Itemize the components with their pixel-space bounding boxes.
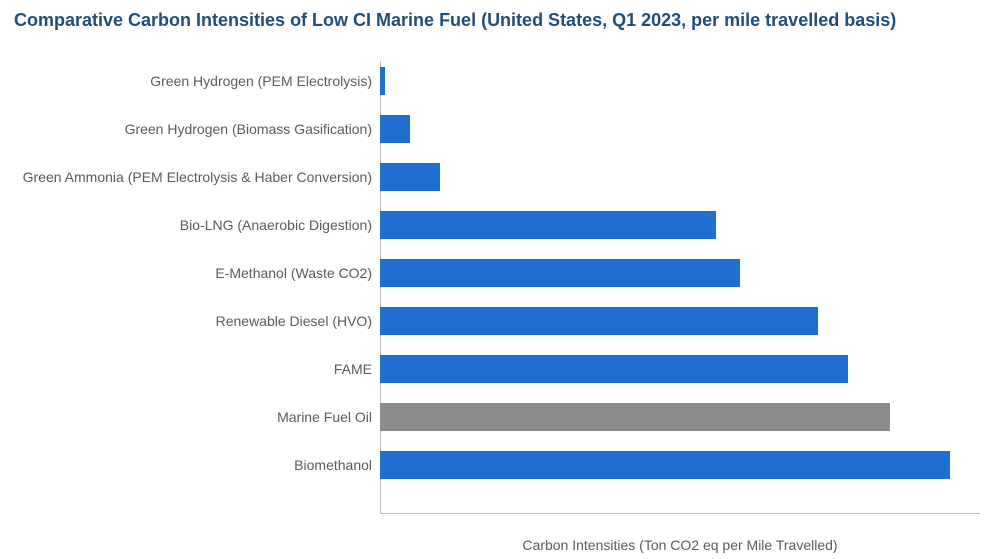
bar	[380, 163, 440, 191]
bar-label: FAME	[20, 361, 380, 377]
bar-track	[380, 403, 980, 431]
bar	[380, 403, 890, 431]
bar-track	[380, 211, 980, 239]
bar-row: FAME	[20, 355, 980, 383]
bar-track	[380, 115, 980, 143]
bar-track	[380, 307, 980, 335]
bar	[380, 211, 716, 239]
bar	[380, 67, 385, 95]
chart-plot-area: Green Hydrogen (PEM Electrolysis) Green H…	[20, 61, 980, 491]
bar-label: Bio-LNG (Anaerobic Digestion)	[20, 217, 380, 233]
bar-row: Bio-LNG (Anaerobic Digestion)	[20, 211, 980, 239]
bar-row: Green Hydrogen (Biomass Gasification)	[20, 115, 980, 143]
bar-row: Green Hydrogen (PEM Electrolysis)	[20, 67, 980, 95]
bar	[380, 259, 740, 287]
bar-row: Green Ammonia (PEM Electrolysis & Haber …	[20, 163, 980, 191]
bar-track	[380, 163, 980, 191]
x-axis-title: Carbon Intensities (Ton CO2 eq per Mile …	[380, 537, 980, 553]
chart-title: Comparative Carbon Intensities of Low CI…	[0, 0, 1001, 31]
bar	[380, 451, 950, 479]
bar-row: Biomethanol	[20, 451, 980, 479]
bar-track	[380, 355, 980, 383]
bar-row: Marine Fuel Oil	[20, 403, 980, 431]
bar-track	[380, 451, 980, 479]
bar-label: Green Hydrogen (Biomass Gasification)	[20, 121, 380, 137]
bar	[380, 307, 818, 335]
bar-label: Green Hydrogen (PEM Electrolysis)	[20, 73, 380, 89]
bar-label: Marine Fuel Oil	[20, 409, 380, 425]
bar-row: E-Methanol (Waste CO2)	[20, 259, 980, 287]
bar-label: Biomethanol	[20, 457, 380, 473]
bar	[380, 115, 410, 143]
bar-row: Renewable Diesel (HVO)	[20, 307, 980, 335]
bar	[380, 355, 848, 383]
bar-track	[380, 67, 980, 95]
bar-label: Renewable Diesel (HVO)	[20, 313, 380, 329]
bar-track	[380, 259, 980, 287]
bar-label: Green Ammonia (PEM Electrolysis & Haber …	[20, 169, 380, 185]
bar-label: E-Methanol (Waste CO2)	[20, 265, 380, 281]
x-axis-line	[380, 513, 980, 514]
